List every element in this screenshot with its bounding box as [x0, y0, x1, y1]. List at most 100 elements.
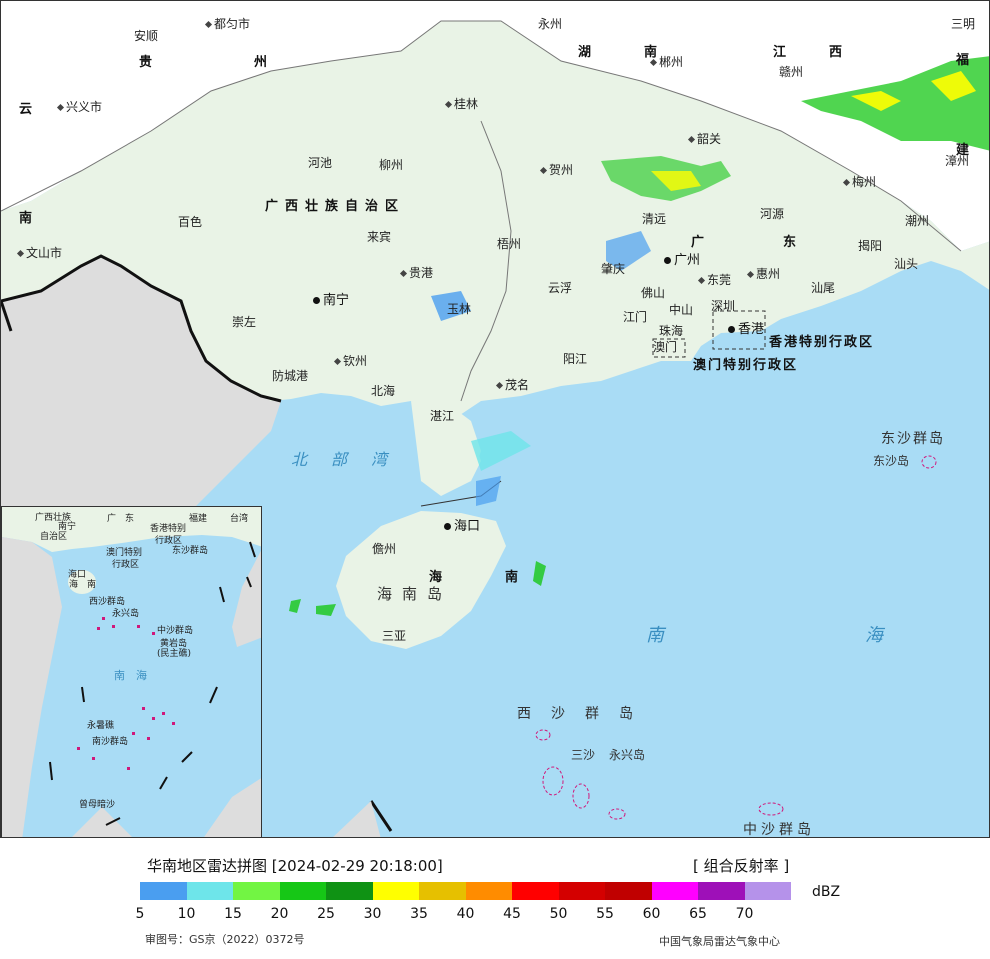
city-huizhou: 惠州 — [746, 267, 780, 281]
city-shanwei: 汕尾 — [811, 281, 836, 295]
label-hainan-island: 海南岛 — [377, 585, 453, 603]
city-fangchenggang: 防城港 — [272, 369, 309, 383]
city-shantou: 汕头 — [894, 257, 919, 271]
approval-number: 审图号：GS京（2022）0372号 — [145, 933, 305, 946]
city-xingyi: 兴义市 — [56, 100, 102, 114]
city-anshun: 安顺 — [134, 29, 159, 43]
inset-label-zengmu: 曾母暗沙 — [79, 800, 116, 810]
inset-label-hk-a: 香港特别 — [150, 524, 187, 534]
label-guizhou-a: 贵 — [139, 55, 163, 70]
radar-map: 贵 州 湖 南 江 西 福 建 云 南 广西壮族自治区 广 东 海 南 海南岛 … — [0, 0, 990, 838]
label-dongsha: 东沙岛 — [873, 454, 910, 468]
label-guangxi: 广西壮族自治区 — [265, 199, 406, 214]
legend-title: 华南地区雷达拼图 [2024-02-29 20:18:00] — [147, 857, 443, 875]
city-duyun: 都匀市 — [204, 17, 250, 31]
label-hk-sar: 香港特别行政区 — [769, 335, 875, 350]
credit-text: 中国气象局雷达气象中心 — [659, 935, 780, 948]
legend-tick-label: 40 — [456, 906, 475, 922]
label-beibu-gulf: 北部湾 — [291, 450, 412, 469]
city-yangjiang: 阳江 — [563, 352, 588, 366]
label-fujian-b: 建 — [956, 143, 980, 158]
legend-swatch — [140, 882, 187, 900]
city-hongkong: 香港 — [728, 318, 764, 337]
city-jieyang: 揭阳 — [858, 239, 883, 253]
city-qinzhou: 钦州 — [333, 354, 367, 368]
label-scs-b: 海 — [865, 625, 907, 646]
inset-label-hainan: 海 南 — [69, 580, 97, 590]
legend-swatch — [233, 882, 280, 900]
legend-swatch — [512, 882, 559, 900]
city-zhanjiang: 湛江 — [430, 409, 455, 423]
label-yunnan-b: 南 — [19, 211, 43, 226]
city-nanning: 南宁 — [313, 289, 349, 308]
city-qingyuan: 清远 — [642, 212, 667, 226]
legend-tick-label: 20 — [270, 906, 289, 922]
label-sansha: 三沙 — [571, 748, 596, 762]
city-chaozhou: 潮州 — [905, 214, 930, 228]
label-hainan-prov-b: 南 — [505, 570, 529, 585]
city-laibin: 来宾 — [367, 230, 392, 244]
inset-map: 广西壮族 自治区 广 东 福建 台湾 南宁 香港特别 行政区 澳门特别 行政区 … — [1, 506, 262, 837]
city-yongzhou: 永州 — [538, 17, 563, 31]
city-shaoguan: 韶关 — [687, 132, 721, 146]
city-beihai: 北海 — [371, 384, 396, 398]
legend-tick-label: 10 — [177, 906, 196, 922]
inset-label-zizhiqu: 自治区 — [40, 532, 68, 542]
city-dongguan: 东莞 — [697, 273, 731, 287]
city-macau: 澳门 — [653, 340, 678, 354]
city-zhangzhou: 漳州 — [945, 154, 970, 168]
city-baise: 百色 — [178, 215, 203, 229]
city-heyuan: 河源 — [760, 207, 785, 221]
city-shenzhen: 深圳 — [711, 299, 736, 313]
label-dongsha-group: 东沙群岛 — [881, 431, 945, 447]
legend-swatch — [279, 882, 326, 900]
inset-label-nanhai: 南 海 — [114, 669, 147, 682]
legend-unit: dBZ — [812, 884, 841, 900]
city-sanya: 三亚 — [382, 629, 407, 643]
city-guilin: 桂林 — [444, 97, 478, 111]
inset-label-dongsha: 东沙群岛 — [172, 546, 209, 556]
city-wuzhou: 梧州 — [497, 237, 522, 251]
label-scs-a: 南 — [646, 625, 688, 646]
inset-label-nansha: 南沙群岛 — [92, 737, 129, 747]
legend-tick-label: 60 — [642, 906, 661, 922]
legend-swatch — [698, 882, 745, 900]
radar-echoes — [289, 56, 989, 616]
legend-tick-label: 30 — [363, 906, 382, 922]
legend-tick-label: 50 — [549, 906, 568, 922]
label-hunan-a: 湖 — [578, 45, 602, 60]
city-chongzuo: 崇左 — [232, 315, 257, 329]
inset-label-guangdong: 广 东 — [107, 514, 135, 524]
inset-label-xisha: 西沙群岛 — [89, 597, 126, 607]
legend-swatch — [605, 882, 652, 900]
label-guangdong-a: 广 — [691, 235, 715, 250]
legend-tick-label: 65 — [689, 906, 707, 922]
legend-swatch — [465, 882, 512, 900]
city-meizhou: 梅州 — [842, 175, 876, 189]
label-jiangxi-b: 西 — [829, 45, 853, 60]
legend-swatch — [186, 882, 233, 900]
city-chenzhou: 郴州 — [649, 55, 683, 69]
label-hainan-prov-a: 海 — [429, 570, 453, 585]
city-ganzhou: 赣州 — [779, 65, 804, 79]
city-yunfu: 云浮 — [548, 281, 573, 295]
city-guigang: 贵港 — [399, 266, 433, 280]
legend-panel: 华南地区雷达拼图 [2024-02-29 20:18:00] [ 组合反射率 ]… — [0, 838, 990, 959]
legend-swatch — [651, 882, 698, 900]
label-xisha: 西沙群岛 — [517, 706, 653, 722]
label-fujian-a: 福 — [956, 53, 980, 68]
legend-swatch — [372, 882, 419, 900]
city-zhaoqing: 肇庆 — [601, 262, 626, 276]
city-haikou: 海口 — [444, 515, 480, 534]
legend-tick-label: 55 — [596, 906, 614, 922]
label-yunnan-a: 云 — [19, 102, 43, 117]
city-foshan: 佛山 — [641, 286, 666, 300]
inset-label-hk-b: 行政区 — [155, 536, 183, 546]
legend-tick-label: 35 — [410, 906, 428, 922]
inset-label-zhongsha: 中沙群岛 — [157, 626, 194, 636]
legend-swatch — [419, 882, 466, 900]
city-hechi: 河池 — [308, 156, 333, 170]
city-zhuhai: 珠海 — [659, 324, 684, 338]
inset-label-haikou: 海口 — [68, 570, 87, 580]
inset-label-macau-a: 澳门特别 — [106, 548, 143, 558]
